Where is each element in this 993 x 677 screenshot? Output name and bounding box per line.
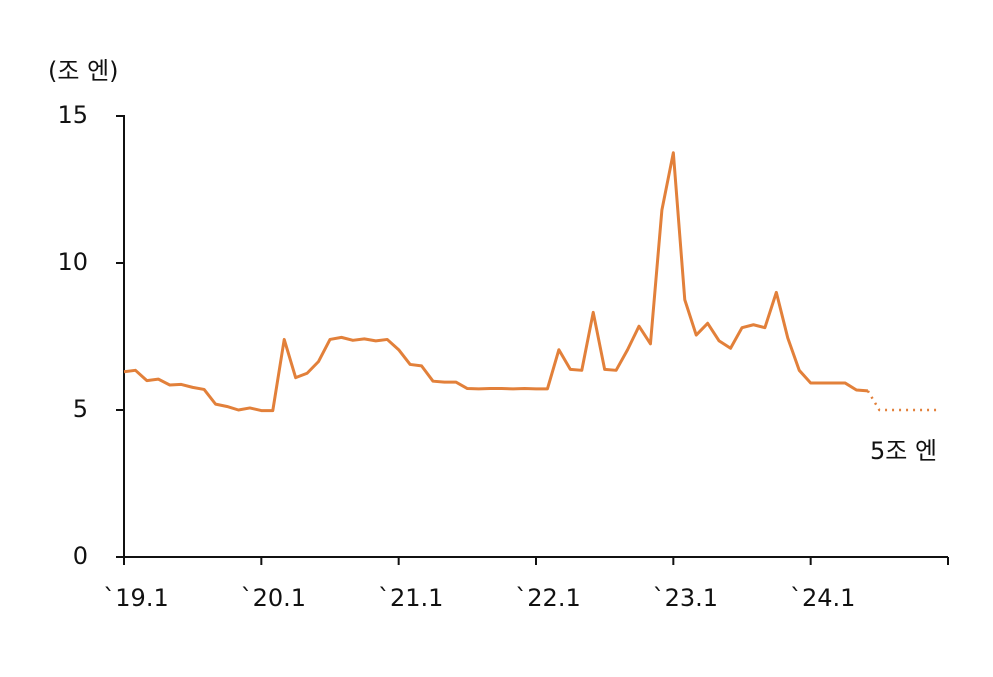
- x-tick-label: `23.1: [653, 584, 718, 612]
- y-tick-label: 10: [57, 248, 88, 276]
- data-line: [123, 151, 869, 413]
- data-line: [866, 390, 937, 412]
- y-tick-label: 15: [57, 101, 88, 129]
- x-tick-label: `22.1: [515, 584, 580, 612]
- y-axis-label: (조 엔): [48, 57, 119, 85]
- annotation: 5조 엔: [870, 437, 937, 465]
- x-tick-label: `21.1: [378, 584, 443, 612]
- x-tick-label: `20.1: [241, 584, 306, 612]
- y-tick-label: 0: [73, 542, 88, 570]
- x-tick-label: `19.1: [103, 584, 168, 612]
- x-tick-label: `24.1: [790, 584, 855, 612]
- y-tick-label: 5: [73, 395, 88, 423]
